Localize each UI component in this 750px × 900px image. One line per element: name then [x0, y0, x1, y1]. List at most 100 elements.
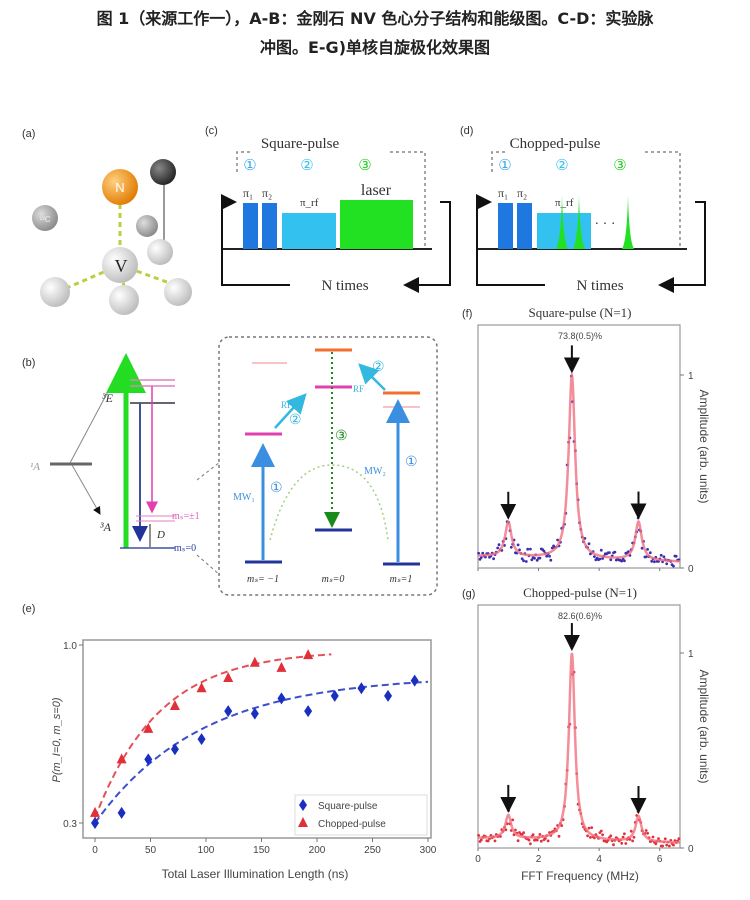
data-point	[663, 837, 667, 841]
data-point	[486, 839, 490, 843]
data-point	[653, 560, 656, 564]
data-point	[609, 558, 613, 562]
data-point	[601, 557, 604, 560]
data-point-square	[170, 743, 179, 756]
data-point	[668, 844, 671, 848]
data-point	[598, 557, 602, 561]
loop-return-arrow	[658, 201, 706, 293]
data-point-square	[91, 817, 99, 829]
x-tick-label: 250	[364, 845, 381, 856]
pi2-label: π₂	[262, 186, 272, 200]
polarization-annotation: 73.8(0.5)%	[558, 331, 602, 341]
data-point	[496, 546, 500, 550]
laser-spike	[622, 195, 634, 249]
data-point	[620, 559, 624, 563]
carbon13-atom	[150, 159, 176, 185]
data-point-square	[250, 707, 259, 720]
pi2-pulse	[517, 203, 532, 249]
data-point-square	[224, 705, 233, 718]
ground-state-label: ³A	[100, 520, 112, 534]
data-point	[646, 831, 649, 835]
data-point	[527, 838, 531, 842]
pi-rf-pulse	[282, 213, 336, 249]
data-point	[545, 554, 549, 558]
data-point	[623, 559, 626, 563]
panel-label: (c)	[205, 125, 218, 137]
data-point	[509, 545, 513, 549]
mw1-label: MW₁	[233, 492, 255, 503]
data-point	[601, 833, 604, 837]
rf1-label: RF	[281, 400, 292, 410]
y-tick-label: 1.0	[63, 641, 77, 652]
data-point	[587, 542, 591, 546]
step-2-marker: ②	[300, 158, 313, 174]
loop-start-arrow	[221, 194, 290, 286]
step-2-marker: ②	[555, 158, 568, 174]
plot-frame	[82, 639, 432, 839]
data-point	[612, 843, 615, 847]
data-point-square	[330, 689, 339, 702]
data-point	[492, 557, 495, 561]
x-axis-label: Total Laser Illumination Length (ns)	[162, 867, 349, 881]
mw2-label: MW₂	[364, 466, 386, 477]
laser-label: laser	[361, 182, 392, 199]
data-point-square	[117, 806, 126, 819]
pi2-pulse	[262, 203, 277, 249]
data-point	[497, 543, 501, 547]
step3-label: ③	[335, 429, 348, 444]
data-point	[535, 838, 539, 842]
panel-g-fft-chopped: (g) Chopped-pulse (N=1) 82.6(0.6)% 0 1Amplit…	[462, 585, 711, 883]
ellipsis-label: · · ·	[595, 217, 616, 232]
pi2-label: π₂	[517, 186, 527, 200]
legend-label: Square-pulse	[318, 801, 378, 812]
pi1-pulse	[498, 203, 513, 249]
lorentzian-fit	[478, 370, 680, 563]
data-point	[546, 839, 550, 843]
data-point	[477, 834, 480, 837]
x-tick-label: 100	[198, 845, 215, 856]
x-tick-label: 4	[596, 854, 602, 865]
panel-e-polarization-chart: (e) 0 50 100 150 200 250 300 0.3 1.0 Total Laser I…	[22, 603, 437, 881]
vacancy-label: V	[115, 256, 128, 276]
data-point	[665, 562, 669, 566]
data-point	[651, 835, 655, 839]
data-point	[535, 558, 539, 562]
step-1-marker: ①	[498, 158, 511, 174]
data-point	[530, 558, 534, 562]
panel-label: (g)	[462, 588, 475, 600]
panel-label: (f)	[462, 308, 472, 320]
data-point	[538, 556, 542, 560]
chart-title: Square-pulse (N=1)	[529, 305, 632, 320]
x-tick-label: 150	[253, 845, 270, 856]
carbon13-atom-label: ¹³C	[39, 215, 50, 224]
ms-zero-label: mₛ=0	[322, 574, 345, 585]
data-point-chopped	[143, 722, 154, 733]
pi1-pulse	[243, 203, 258, 249]
data-point	[522, 831, 525, 835]
panel-c-square-pulse: (c) Square-pulse ① ② ③ π₁ π₂ π_rf laser N times	[205, 125, 451, 294]
data-point	[479, 556, 483, 559]
x-tick-label: 0	[475, 854, 481, 865]
ms-minus1-label: mₛ= −1	[247, 574, 279, 585]
data-point	[522, 559, 525, 563]
data-point	[644, 555, 648, 559]
data-point	[550, 546, 554, 550]
data-point	[493, 839, 497, 843]
singlet-label: ¹A	[30, 461, 40, 473]
data-point	[657, 837, 660, 840]
data-point	[586, 834, 589, 838]
step-3-marker: ③	[358, 158, 371, 174]
rf2-label: RF	[353, 384, 364, 394]
n-times-label: N times	[321, 278, 368, 294]
excited-state-label: ³E	[102, 391, 114, 405]
data-point	[621, 835, 625, 839]
data-point-chopped	[223, 672, 234, 683]
data-point	[560, 824, 564, 827]
data-point	[640, 546, 644, 550]
data-point-chopped	[90, 806, 100, 817]
ms-0-label: mₛ=0	[174, 543, 196, 554]
data-point	[648, 551, 652, 555]
laser-pulse	[340, 200, 413, 249]
x-tick-label: 0	[92, 845, 98, 856]
